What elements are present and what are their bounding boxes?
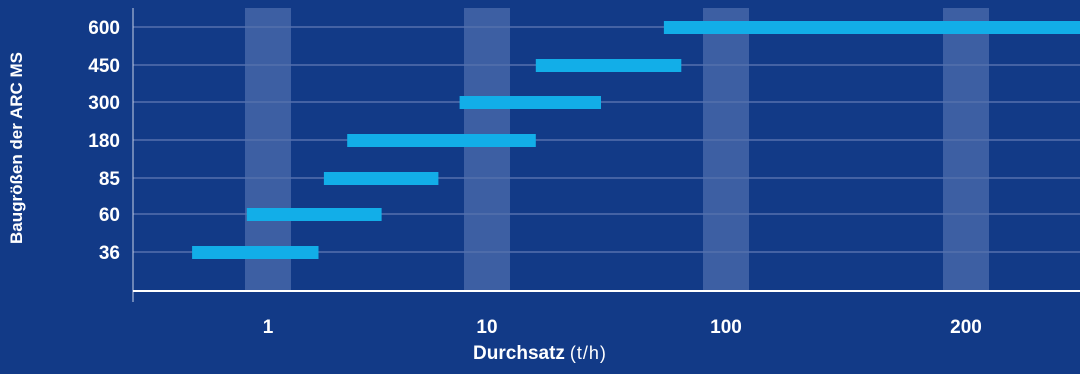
range-bar-180	[347, 134, 536, 147]
x-tick-bands	[245, 8, 989, 291]
x-axis-title: Durchsatz (t/h)	[0, 343, 1080, 365]
range-bar-450	[535, 59, 682, 72]
y-tick-label: 600	[88, 18, 120, 39]
y-axis-title: Baugrößen der ARC MS	[7, 51, 27, 245]
y-tick-label: 36	[99, 243, 120, 264]
y-tick-label: 180	[88, 131, 120, 152]
x-tick-band	[464, 8, 510, 291]
y-tick-label: 85	[99, 169, 121, 190]
y-tick-label: 300	[88, 93, 120, 114]
x-tick-label: 1	[263, 317, 274, 338]
y-axis-title-container: Baugrößen der ARC MS	[0, 8, 34, 288]
x-tick-band	[943, 8, 989, 291]
x-tick-label: 200	[950, 317, 982, 338]
range-bar-85	[323, 172, 439, 185]
x-tick-band	[703, 8, 749, 291]
x-tick-band	[245, 8, 291, 291]
x-tick-labels: 1 10 100 200	[263, 317, 982, 338]
range-bar-36	[192, 246, 319, 259]
y-tick-label: 60	[99, 205, 120, 226]
range-bar-600	[663, 21, 1080, 34]
range-bar-60	[246, 208, 382, 221]
axes	[132, 8, 1080, 302]
x-tick-label: 10	[476, 317, 497, 338]
x-axis-title-text: Durchsatz	[473, 343, 565, 364]
range-bar-300	[459, 96, 601, 109]
x-tick-label: 100	[710, 317, 742, 338]
y-tick-label: 450	[88, 56, 120, 77]
x-axis-unit: (t/h)	[569, 343, 607, 363]
y-tick-labels: 600 450 300 180 85 60 36	[88, 18, 120, 264]
range-bars	[192, 21, 1080, 259]
